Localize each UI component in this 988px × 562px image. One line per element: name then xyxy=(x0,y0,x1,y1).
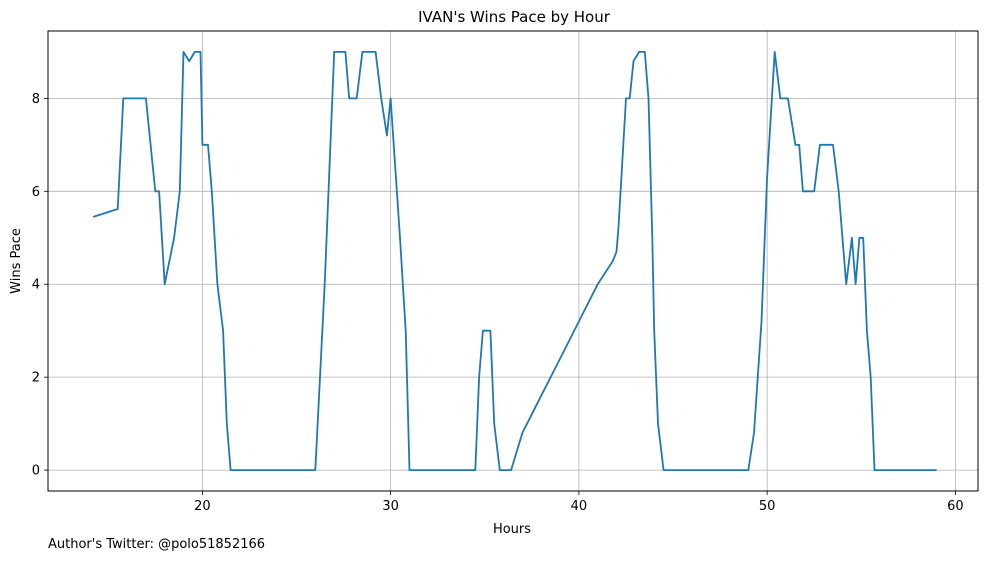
chart-title: IVAN's Wins Pace by Hour xyxy=(418,8,611,26)
x-axis-label: Hours xyxy=(493,522,531,537)
plot-frame xyxy=(47,30,979,492)
x-tick-label: 40 xyxy=(571,499,588,514)
x-tick-label: 50 xyxy=(759,499,776,514)
y-tick-label: 6 xyxy=(32,185,40,200)
x-axis-ticks: 20 30 40 50 60 xyxy=(194,491,964,514)
x-tick-label: 20 xyxy=(194,499,211,514)
y-tick-label: 4 xyxy=(32,278,40,293)
y-tick-label: 2 xyxy=(32,371,40,386)
grid-lines xyxy=(48,31,978,491)
y-axis-ticks: 0 2 4 6 8 xyxy=(32,92,48,479)
x-tick-label: 60 xyxy=(947,499,964,514)
x-tick-label: 30 xyxy=(382,499,399,514)
y-axis-label: Wins Pace xyxy=(9,228,24,294)
y-tick-label: 0 xyxy=(32,464,40,479)
series-line xyxy=(92,51,937,472)
author-credit: Author's Twitter: @polo51852166 xyxy=(48,537,266,552)
series-group xyxy=(92,51,937,472)
y-tick-label: 8 xyxy=(32,92,40,107)
